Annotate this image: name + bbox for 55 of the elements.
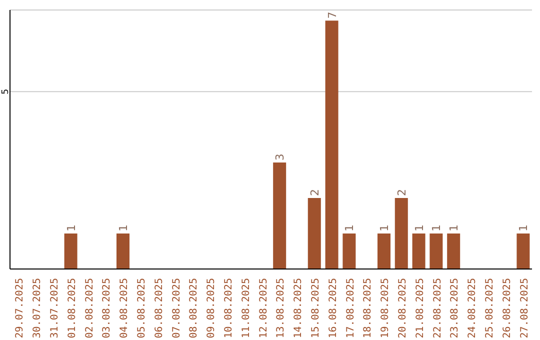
bar (394, 198, 408, 269)
bar (430, 234, 443, 269)
x-tick-label: 06.08.2025 (154, 278, 165, 338)
data-label: 1 (517, 224, 530, 232)
x-tick-label: 25.08.2025 (484, 278, 496, 338)
bar (308, 198, 321, 269)
x-tick-label: 11.08.2025 (240, 278, 252, 338)
bar (412, 234, 426, 269)
x-tick-label: 09.08.2025 (206, 278, 218, 338)
bar (116, 234, 130, 269)
bar (273, 162, 286, 269)
data-label: 7 (326, 12, 339, 19)
x-tick-label: 14.08.2025 (293, 278, 304, 338)
data-label: 1 (412, 224, 426, 232)
x-tick-label: 01.08.2025 (66, 278, 78, 338)
data-label: 2 (395, 189, 408, 196)
x-tick-label: 20.08.2025 (398, 278, 408, 338)
data-label: 1 (430, 224, 444, 232)
bar (64, 234, 78, 269)
bar (342, 234, 356, 269)
x-tick-label: 29.07.2025 (14, 278, 26, 338)
x-tick-label: 13.08.2025 (276, 278, 287, 338)
data-label: 3 (274, 154, 287, 161)
x-tick-label: 24.08.2025 (467, 278, 478, 338)
x-tick-label: 07.08.2025 (171, 278, 182, 338)
data-label: 1 (116, 224, 130, 232)
x-tick-label: 31.07.2025 (50, 278, 60, 338)
x-tick-label: 19.08.2025 (380, 278, 392, 338)
x-tick-label: 18.08.2025 (362, 278, 374, 338)
x-tick-label: 05.08.2025 (136, 278, 148, 338)
x-tick-label: 03.08.2025 (102, 278, 113, 338)
bar (325, 20, 338, 269)
bar (377, 234, 390, 269)
x-tick-label: 02.08.2025 (84, 278, 96, 338)
data-label: 1 (378, 224, 391, 232)
x-tick-label: 16.08.2025 (328, 278, 339, 338)
y-tick-label: 5 (1, 88, 11, 94)
x-tick-label: 27.08.2025 (519, 278, 530, 338)
bar (447, 234, 460, 269)
x-tick-label: 17.08.2025 (345, 278, 356, 338)
x-tick-label: 30.07.2025 (32, 278, 44, 338)
data-label: 1 (343, 224, 356, 232)
data-label: 1 (448, 224, 461, 232)
x-tick-label: 08.08.2025 (188, 278, 200, 338)
data-label: 1 (64, 224, 78, 232)
x-tick-label: 23.08.2025 (450, 278, 461, 338)
bar (516, 234, 530, 269)
x-tick-label: 21.08.2025 (414, 278, 426, 338)
x-tick-label: 04.08.2025 (119, 278, 130, 338)
x-tick-label: 22.08.2025 (432, 278, 444, 338)
x-tick-label: 15.08.2025 (310, 278, 322, 338)
x-tick-label: 26.08.2025 (502, 278, 513, 338)
x-tick-label: 10.08.2025 (224, 278, 234, 338)
x-tick-label: 12.08.2025 (258, 278, 270, 338)
data-label: 2 (308, 189, 322, 196)
